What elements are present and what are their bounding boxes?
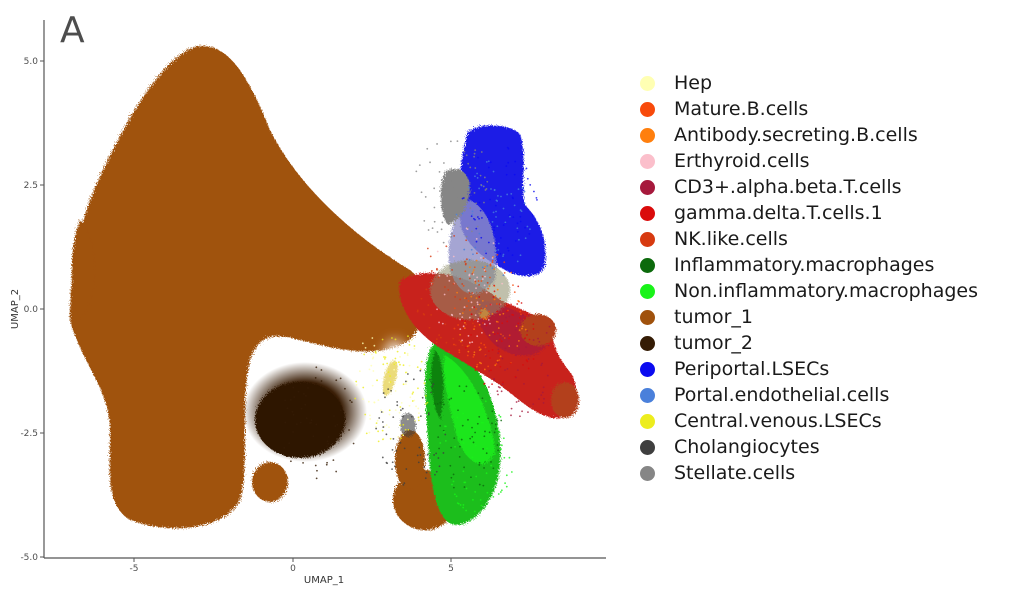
legend-item-nk-like-cells: NK.like.cells: [640, 226, 978, 252]
legend-dot-icon: [640, 127, 655, 143]
panel-label: A: [60, 10, 85, 51]
legend-dot-icon: [640, 387, 655, 403]
legend-item-antibody-secreting-b-cells: Antibody.secreting.B.cells: [640, 122, 978, 148]
legend-dot-icon: [640, 335, 655, 351]
legend-item-cholangiocytes: Cholangiocytes: [640, 434, 978, 460]
legend-item-gamma-delta-t-cells-1: gamma.delta.T.cells.1: [640, 200, 978, 226]
legend-dot-icon: [640, 439, 655, 455]
legend-dot-icon: [640, 205, 655, 221]
legend-dot-icon: [640, 75, 655, 91]
legend-item-portal-endothelial-cells: Portal.endothelial.cells: [640, 382, 978, 408]
legend-dot-icon: [640, 231, 655, 247]
y-axis-title: UMAP_2: [10, 289, 21, 329]
x-tick-label: 0: [290, 564, 296, 574]
legend-item-tumor-2: tumor_2: [640, 330, 978, 356]
legend-item-cd3-alpha-beta-t-cells: CD3+.alpha.beta.T.cells: [640, 174, 978, 200]
legend-item-stellate-cells: Stellate.cells: [640, 460, 978, 486]
legend-dot-icon: [640, 465, 655, 481]
x-axis-title: UMAP_1: [304, 575, 344, 586]
y-tick-label: 5.0: [24, 57, 39, 67]
x-tick-label: 5: [448, 564, 454, 574]
cluster-points: [70, 45, 579, 530]
legend-dot-icon: [640, 283, 655, 299]
y-tick-label: 0.0: [24, 305, 39, 315]
axes: 5.0 2.5 0.0 -2.5 -5.0 -5 0 5 UMAP_1 UMAP…: [10, 20, 606, 586]
legend-item-inflammatory-macrophages: Inflammatory.macrophages: [640, 252, 978, 278]
y-tick-label: -5.0: [20, 553, 38, 563]
legend-dot-icon: [640, 257, 655, 273]
legend-item-mature-b-cells: Mature.B.cells: [640, 96, 978, 122]
y-tick-label: 2.5: [24, 181, 38, 191]
legend-dot-icon: [640, 179, 655, 195]
legend-dot-icon: [640, 361, 655, 377]
legend-dot-icon: [640, 309, 655, 325]
scatter-speckles: [283, 140, 551, 513]
legend-item-hep: Hep: [640, 70, 978, 96]
umap-scatter-plot: 5.0 2.5 0.0 -2.5 -5.0 -5 0 5 UMAP_1 UMAP…: [10, 20, 606, 586]
legend-dot-icon: [640, 153, 655, 169]
x-tick-label: -5: [130, 564, 139, 574]
legend-item-non-inflammatory-macrophages: Non.inflammatory.macrophages: [640, 278, 978, 304]
y-tick-label: -2.5: [20, 429, 38, 439]
legend-dot-icon: [640, 101, 655, 117]
legend-item-tumor-1: tumor_1: [640, 304, 978, 330]
legend-dot-icon: [640, 413, 655, 429]
legend-item-central-venous-lsecs: Central.venous.LSECs: [640, 408, 978, 434]
legend-item-periportal-lsecs: Periportal.LSECs: [640, 356, 978, 382]
legend-item-erthyroid-cells: Erthyroid.cells: [640, 148, 978, 174]
legend: Hep Mature.B.cells Antibody.secreting.B.…: [640, 70, 978, 486]
